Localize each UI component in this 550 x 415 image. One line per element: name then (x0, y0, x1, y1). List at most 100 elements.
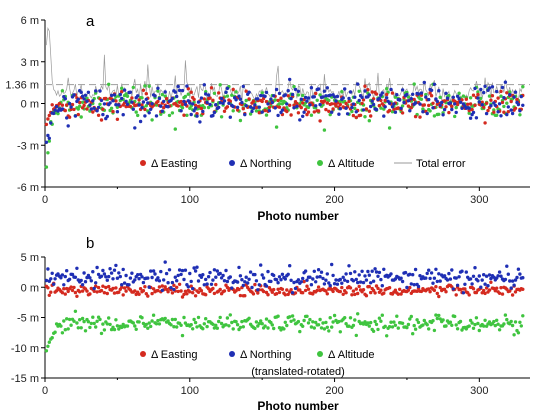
northing-point (483, 84, 487, 89)
northing-point (115, 276, 120, 280)
northing-point (403, 270, 408, 275)
altitude-point (502, 322, 506, 326)
altitude-point (86, 320, 91, 324)
northing-point (484, 274, 489, 278)
easting-point (370, 90, 374, 94)
easting-point (175, 285, 179, 289)
easting-point (115, 117, 120, 122)
easting-point (218, 287, 222, 292)
easting-point (241, 107, 245, 111)
northing-point (508, 279, 512, 283)
northing-point (460, 106, 464, 111)
northing-point (149, 107, 153, 112)
northing-point (363, 89, 367, 93)
northing-point (441, 113, 445, 117)
northing-point (286, 272, 290, 276)
northing-point (270, 100, 274, 105)
altitude-point (482, 324, 486, 328)
altitude-point (309, 325, 314, 329)
northing-point (513, 278, 518, 282)
altitude-point (264, 317, 269, 321)
altitude-point (212, 326, 217, 330)
easting-point (312, 110, 316, 114)
northing-point (338, 107, 342, 111)
altitude-point (235, 323, 240, 327)
altitude-point (50, 336, 54, 340)
altitude-point (173, 127, 177, 131)
legend-marker-northing (229, 160, 235, 166)
easting-point (390, 91, 395, 95)
northing-point (201, 109, 205, 114)
northing-point (173, 90, 177, 94)
northing-point (166, 105, 170, 109)
northing-point (354, 110, 358, 114)
northing-point (379, 277, 383, 282)
northing-point (76, 97, 81, 102)
northing-point (442, 107, 447, 112)
easting-point (251, 99, 256, 103)
northing-point (222, 99, 227, 103)
northing-point (96, 272, 101, 277)
easting-point (387, 108, 392, 113)
easting-point (277, 290, 282, 295)
northing-point (428, 276, 432, 281)
altitude-point (277, 102, 282, 106)
altitude-point (212, 91, 217, 96)
altitude-point (409, 314, 413, 319)
easting-point (374, 92, 379, 96)
northing-point (471, 110, 476, 115)
northing-point (214, 275, 218, 279)
northing-point (332, 282, 337, 286)
easting-point (464, 97, 468, 101)
northing-point (292, 280, 296, 285)
easting-point (46, 117, 50, 121)
northing-point (406, 99, 411, 103)
easting-point (325, 292, 329, 296)
northing-point (347, 96, 351, 101)
northing-point (205, 282, 209, 286)
northing-point (264, 284, 269, 288)
easting-point (509, 99, 513, 104)
northing-point (144, 97, 148, 102)
altitude-point (76, 107, 81, 111)
altitude-point (272, 326, 276, 331)
northing-point (260, 273, 264, 277)
altitude-point (434, 313, 438, 317)
northing-point (363, 274, 367, 278)
altitude-point (218, 83, 222, 87)
easting-point (500, 100, 505, 105)
altitude-point (467, 324, 471, 328)
altitude-point (321, 321, 325, 325)
easting-point (357, 284, 361, 289)
northing-point (309, 283, 314, 287)
altitude-point (206, 105, 211, 110)
easting-point (143, 285, 147, 289)
northing-point (143, 114, 147, 118)
northing-point (133, 126, 137, 130)
altitude-point (432, 328, 437, 333)
easting-point (296, 111, 301, 115)
easting-point (67, 115, 72, 119)
northing-point (296, 89, 301, 94)
northing-point (305, 99, 309, 103)
easting-point (195, 112, 199, 116)
northing-point (454, 110, 458, 115)
easting-point (428, 290, 432, 294)
altitude-point (230, 320, 234, 325)
northing-point (67, 277, 72, 281)
easting-point (47, 113, 51, 118)
northing-point (327, 281, 331, 285)
altitude-point (150, 118, 154, 122)
northing-point (212, 268, 217, 272)
altitude-point (453, 314, 457, 319)
northing-point (83, 280, 88, 284)
easting-point (283, 293, 287, 297)
series-total-error (46, 27, 524, 103)
altitude-point (120, 86, 124, 91)
northing-point (280, 108, 285, 112)
altitude-point (108, 322, 112, 327)
legend-a: Δ Easting Δ Northing Δ Altitude Total er… (140, 158, 466, 170)
altitude-point (179, 323, 183, 327)
altitude-point (231, 109, 235, 113)
altitude-point (422, 318, 426, 323)
